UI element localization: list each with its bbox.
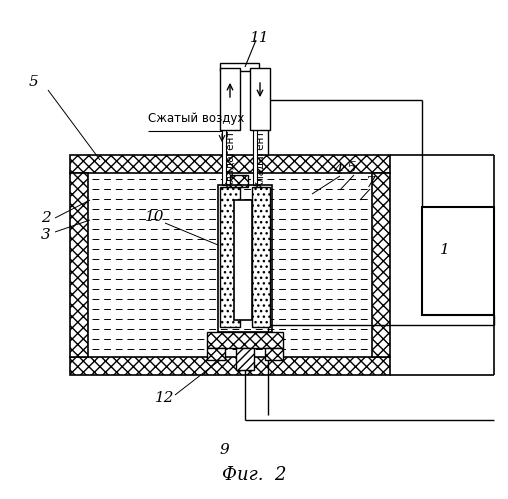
- Text: Хладагент: Хладагент: [225, 130, 235, 189]
- Bar: [218, 185, 272, 332]
- Text: 11: 11: [250, 31, 270, 45]
- Text: 2: 2: [41, 211, 51, 225]
- Bar: [70, 155, 390, 173]
- Bar: [252, 187, 270, 327]
- Bar: [220, 187, 240, 327]
- Text: 12: 12: [155, 391, 175, 405]
- Bar: [207, 348, 225, 360]
- Text: 7: 7: [365, 176, 375, 190]
- Bar: [230, 175, 248, 187]
- Text: 1: 1: [440, 243, 450, 257]
- Bar: [70, 173, 88, 357]
- Bar: [88, 173, 372, 357]
- Bar: [234, 200, 252, 320]
- Bar: [422, 207, 494, 315]
- Text: Фиг.  2: Фиг. 2: [222, 466, 286, 484]
- Text: Сжатый воздух: Сжатый воздух: [148, 111, 244, 124]
- Text: 9: 9: [219, 443, 229, 457]
- Text: 4: 4: [333, 163, 343, 177]
- Bar: [253, 68, 257, 185]
- Bar: [220, 68, 240, 130]
- Bar: [236, 348, 254, 370]
- Bar: [250, 68, 270, 130]
- Bar: [222, 68, 226, 185]
- Text: Хладагент: Хладагент: [255, 130, 265, 189]
- Bar: [372, 173, 390, 357]
- Text: 5: 5: [29, 75, 39, 89]
- Text: 3: 3: [41, 228, 51, 242]
- Bar: [220, 63, 259, 71]
- Bar: [207, 332, 283, 348]
- Text: 5: 5: [347, 161, 357, 175]
- Bar: [70, 357, 390, 375]
- Bar: [265, 348, 283, 360]
- Text: 10: 10: [145, 210, 165, 224]
